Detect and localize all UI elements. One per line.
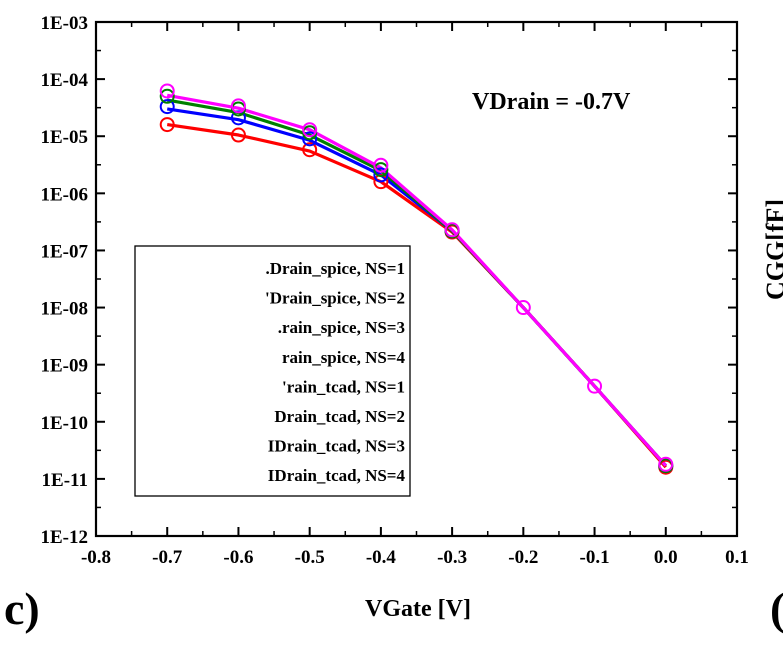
y-tick-label: 1E-11 bbox=[42, 470, 88, 491]
y-tick-label: 1E-12 bbox=[41, 527, 89, 548]
x-tick-label: -0.3 bbox=[437, 547, 467, 568]
x-tick-label: 0.0 bbox=[654, 547, 678, 568]
data-point-marker bbox=[515, 300, 531, 316]
x-tick-label: -0.2 bbox=[508, 547, 538, 568]
legend-label: .Drain_spice, NS=1 bbox=[265, 259, 405, 278]
data-point-marker bbox=[373, 167, 389, 183]
legend-label: 'rain_tcad, NS=1 bbox=[282, 377, 405, 396]
y-tick-label: 1E-07 bbox=[41, 241, 89, 262]
data-point-marker bbox=[159, 83, 175, 99]
data-point-marker bbox=[587, 378, 603, 394]
data-point-marker bbox=[302, 131, 318, 147]
legend-box bbox=[134, 245, 411, 497]
series-line-4 bbox=[166, 93, 667, 467]
x-tick-label: -0.1 bbox=[580, 547, 610, 568]
legend-items: .Drain_spice, NS=1 'Drain_spice, NS=2 .rai… bbox=[265, 259, 406, 485]
x-tick-label: -0.5 bbox=[295, 547, 325, 568]
y-tick-label: 1E-04 bbox=[41, 70, 89, 91]
data-point-marker bbox=[302, 122, 318, 138]
axis-ticks bbox=[95, 21, 738, 537]
data-point-marker bbox=[444, 222, 460, 238]
legend-label: rain_spice, NS=4 bbox=[282, 348, 406, 367]
panel-label: c) bbox=[4, 583, 40, 634]
y-tick-label: 1E-05 bbox=[41, 127, 89, 148]
y-tick-label: 1E-06 bbox=[41, 184, 89, 205]
x-tick-label: -0.7 bbox=[152, 547, 183, 568]
data-point-marker bbox=[230, 98, 246, 114]
data-point-marker bbox=[159, 88, 175, 104]
annotation-vdrain: VDrain = -0.7V bbox=[472, 89, 631, 115]
x-tick-label: -0.6 bbox=[223, 547, 253, 568]
data-point-marker bbox=[230, 110, 246, 126]
y-tick-label: 1E-09 bbox=[41, 356, 89, 377]
data-point-marker bbox=[658, 456, 674, 472]
data-point-marker bbox=[302, 142, 318, 158]
right-panel-label: ( bbox=[770, 583, 783, 634]
data-point-marker bbox=[159, 99, 175, 115]
x-tick-label: -0.8 bbox=[81, 547, 111, 568]
series-lines bbox=[166, 93, 667, 469]
x-tick-label: 0.1 bbox=[725, 547, 749, 568]
legend-label: 'Drain_spice, NS=2 bbox=[265, 289, 405, 308]
legend: .Drain_spice, NS=1 'Drain_spice, NS=2 .rai… bbox=[134, 245, 411, 497]
legend-label: IDrain_tcad, NS=4 bbox=[268, 466, 406, 485]
data-point-marker bbox=[373, 157, 389, 173]
y-tick-label: 1E-08 bbox=[41, 299, 89, 320]
x-tick-labels: -0.8 -0.7 -0.6 -0.5 -0.4 -0.3 -0.2 -0.1 0.0 0.1 bbox=[81, 547, 749, 568]
x-axis-title: VGate [V] bbox=[365, 596, 471, 622]
legend-label: .rain_spice, NS=3 bbox=[278, 318, 405, 337]
legend-label: IDrain_tcad, NS=3 bbox=[268, 437, 405, 456]
legend-label: Drain_tcad, NS=2 bbox=[274, 407, 405, 426]
data-point-marker bbox=[373, 162, 389, 178]
data-point-marker bbox=[230, 127, 246, 143]
series-markers bbox=[159, 83, 674, 475]
right-axis-fragment: CGG[fF] bbox=[761, 199, 783, 300]
y-tick-label: 1E-10 bbox=[41, 413, 89, 434]
x-tick-label: -0.4 bbox=[366, 547, 397, 568]
y-tick-label: 1E-03 bbox=[41, 13, 89, 34]
data-point-marker bbox=[159, 117, 175, 133]
y-tick-labels: 1E-12 1E-11 1E-10 1E-09 1E-08 1E-07 1E-06 1E-05… bbox=[41, 13, 89, 548]
